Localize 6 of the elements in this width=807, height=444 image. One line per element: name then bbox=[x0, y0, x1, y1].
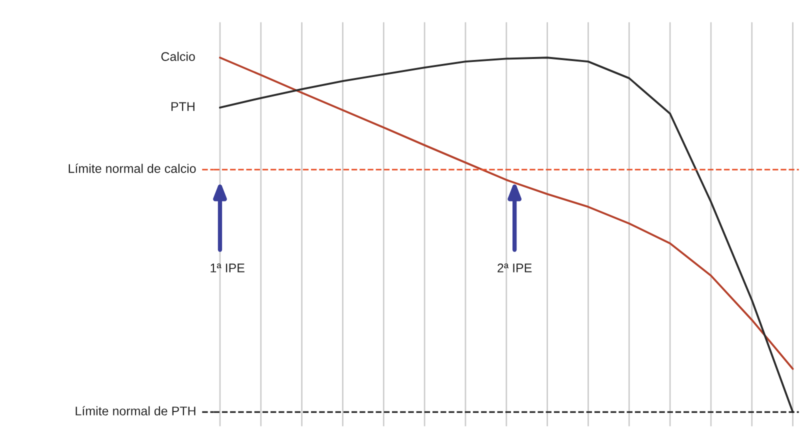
annotation: 2ª IPE bbox=[498, 264, 532, 272]
ref-line-label: Límite normal de calcio bbox=[68, 164, 196, 173]
ref-line-label: Límite normal de PTH bbox=[76, 406, 196, 416]
annotation: 1ª IPE bbox=[210, 264, 244, 272]
text: Calcio bbox=[161, 52, 195, 61]
text: PTH bbox=[171, 102, 194, 111]
